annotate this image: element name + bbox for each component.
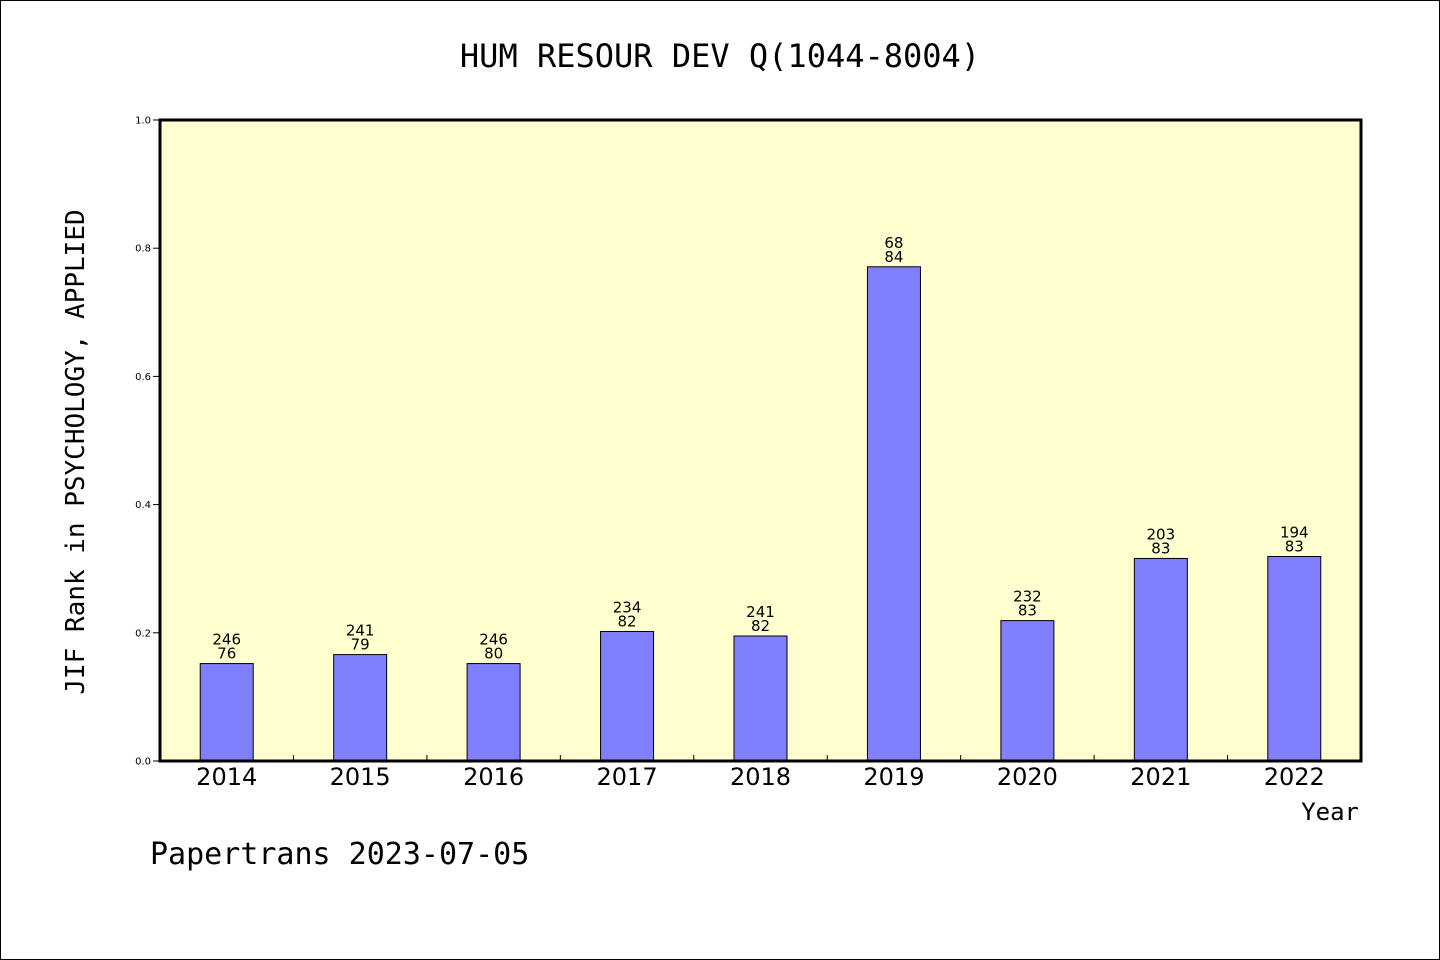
y-tick-label: 0.8 [135, 244, 151, 255]
y-tick-label: 0.6 [135, 372, 151, 383]
bar-label-top-2017: 234 [613, 599, 642, 617]
x-tick-label-2015: 2015 [330, 763, 391, 791]
ticks-group: 2014 2015 2016 2017 2018 2019 2020 2021 2022 0.0 0… [135, 116, 1325, 792]
bar-label-top-2016: 246 [479, 631, 508, 649]
bar-2015 [333, 654, 388, 762]
bar-label-bottom-2018: 82 [751, 617, 770, 635]
y-axis-label: JIF Rank in PSYCHOLOGY, APPLIED [61, 209, 91, 694]
bar-label-top-2018: 241 [746, 603, 775, 621]
bar-2020 [1000, 620, 1055, 762]
bar-label-bottom-2017: 82 [618, 613, 637, 631]
bar-label-top-2020: 232 [1013, 588, 1042, 606]
bar-label-top-2014: 246 [212, 631, 241, 649]
x-tick-label-2017: 2017 [597, 763, 658, 791]
x-tick-label-2014: 2014 [196, 763, 257, 791]
bar-label-top-2021: 203 [1147, 525, 1176, 543]
bar-2022 [1267, 556, 1322, 762]
y-tick-label: 1.0 [135, 116, 151, 127]
y-tick-label: 0.0 [135, 757, 151, 768]
bar-label-bottom-2020: 83 [1018, 602, 1037, 620]
bar-label-bottom-2021: 83 [1151, 539, 1170, 557]
bar-2017 [600, 631, 655, 762]
y-tick-label: 0.4 [135, 500, 151, 511]
bar-2018 [733, 635, 788, 762]
bar-2014 [199, 663, 254, 762]
bar-2019 [866, 266, 921, 762]
x-tick-label-2019: 2019 [863, 763, 924, 791]
bar-label-bottom-2014: 76 [217, 645, 236, 663]
footer-text: Papertrans 2023-07-05 [150, 837, 529, 872]
x-tick-label-2022: 2022 [1264, 763, 1325, 791]
bar-label-bottom-2015: 79 [351, 636, 370, 654]
bar-2021 [1133, 557, 1188, 762]
bar-label-bottom-2016: 80 [484, 645, 503, 663]
bar-label-top-2015: 241 [346, 622, 375, 640]
x-axis-label: Year [1301, 798, 1359, 826]
y-tick-label: 0.2 [135, 628, 151, 639]
x-tick-label-2016: 2016 [463, 763, 524, 791]
x-tick-label-2020: 2020 [997, 763, 1058, 791]
x-tick-label-2018: 2018 [730, 763, 791, 791]
bar-label-bottom-2022: 83 [1285, 538, 1304, 556]
plot-border [158, 118, 1363, 763]
chart-title: HUM RESOUR DEV Q(1044-8004) [460, 37, 980, 75]
bar-label-top-2022: 194 [1280, 524, 1309, 542]
bar-label-top-2019: 68 [884, 234, 903, 252]
x-tick-label-2021: 2021 [1130, 763, 1191, 791]
bar-label-bottom-2019: 84 [884, 248, 903, 266]
bar-2016 [466, 663, 521, 762]
